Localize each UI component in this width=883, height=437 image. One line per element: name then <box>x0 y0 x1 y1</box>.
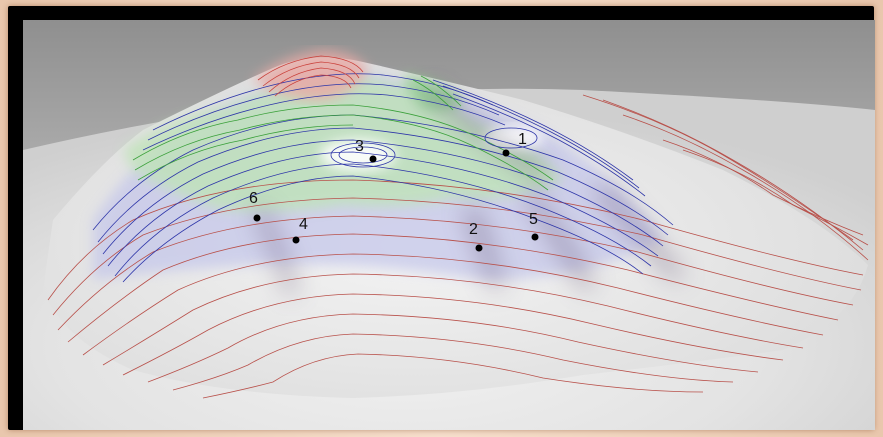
contour-lines <box>47 55 869 399</box>
marker-3-label: 3 <box>355 138 364 155</box>
marker-6-label: 6 <box>249 190 258 207</box>
contours-summit <box>257 55 364 97</box>
crater-contours <box>330 127 538 168</box>
marker-6: 6 <box>249 190 261 222</box>
contours-mid <box>92 73 674 283</box>
marker-5: 5 <box>529 211 539 241</box>
marker-4-label: 4 <box>299 216 308 233</box>
marker-4: 4 <box>292 216 308 244</box>
markers: 1 2 3 4 5 <box>249 131 539 252</box>
contours-low <box>47 94 869 399</box>
marker-5-label: 5 <box>529 211 538 228</box>
band-red-summit <box>253 50 368 100</box>
marker-1: 1 <box>502 131 527 157</box>
image-frame: 1 2 3 4 5 <box>8 6 875 430</box>
marker-2: 2 <box>469 221 483 252</box>
volcano-contour-render: 1 2 3 4 5 <box>23 20 875 430</box>
marker-3: 3 <box>355 138 377 163</box>
marker-1-label: 1 <box>518 131 527 148</box>
marker-2-label: 2 <box>469 221 478 238</box>
valley-shadows <box>253 86 685 295</box>
